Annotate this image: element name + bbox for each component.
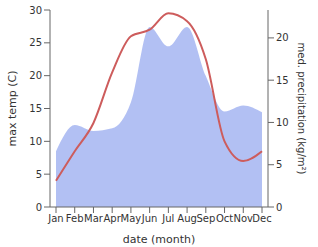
svg-text:Nov: Nov [234,213,254,224]
svg-text:Mar: Mar [84,213,104,224]
svg-text:Sep: Sep [196,213,215,224]
svg-text:date (month): date (month) [123,233,196,246]
svg-text:Jan: Jan [47,213,63,224]
svg-text:25: 25 [29,37,42,48]
svg-text:15: 15 [276,75,289,86]
svg-text:max temp (C): max temp (C) [8,70,19,146]
svg-text:10: 10 [29,136,42,147]
svg-text:Dec: Dec [252,213,271,224]
svg-text:30: 30 [29,5,42,16]
svg-text:5: 5 [276,159,282,170]
svg-text:Feb: Feb [66,213,84,224]
svg-text:5: 5 [36,169,42,180]
svg-text:May: May [121,213,142,224]
svg-text:20: 20 [29,70,42,81]
svg-text:Jun: Jun [141,213,158,224]
svg-text:Aug: Aug [177,213,197,224]
svg-text:20: 20 [276,32,289,43]
svg-text:Apr: Apr [104,213,122,224]
svg-text:0: 0 [36,202,42,213]
svg-text:Jul: Jul [161,213,174,224]
svg-text:Oct: Oct [216,213,233,224]
svg-text:15: 15 [29,103,42,114]
svg-text:med. precipitation (kg/m²): med. precipitation (kg/m²) [296,43,307,175]
svg-text:10: 10 [276,117,289,128]
svg-text:0: 0 [276,202,282,213]
